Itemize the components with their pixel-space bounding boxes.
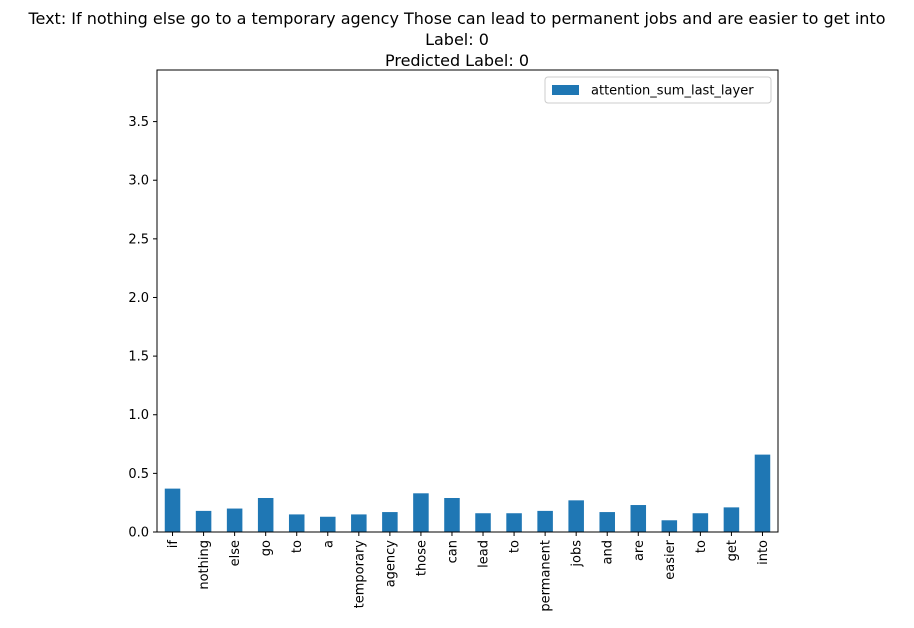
title-line: Text: If nothing else go to a temporary … — [27, 9, 885, 28]
y-tick-label: 1.0 — [128, 408, 149, 423]
x-tick-label: go — [259, 540, 274, 556]
bar-permanent — [537, 510, 553, 532]
y-tick-label: 0.5 — [128, 467, 149, 482]
bar-if — [164, 488, 181, 532]
bar-those — [413, 493, 429, 532]
x-tick-label: are — [632, 540, 647, 561]
bar-temporary — [351, 514, 367, 532]
title-line: Predicted Label: 0 — [385, 51, 529, 70]
bar-a — [320, 516, 336, 532]
bar-get — [723, 507, 740, 532]
bar-easier — [661, 520, 678, 532]
bar-into — [754, 454, 771, 532]
x-tick-label: to — [290, 540, 305, 553]
x-tick-label: if — [166, 540, 181, 549]
x-tick-label: those — [414, 540, 429, 576]
legend-box — [544, 76, 772, 104]
y-tick-label: 2.5 — [128, 232, 149, 247]
chart-title: Text: If nothing else go to a temporary … — [27, 9, 885, 70]
x-tick-label: and — [601, 540, 616, 564]
y-tick-label: 0.0 — [128, 526, 149, 541]
x-tick-label: to — [694, 540, 709, 553]
x-tick-label: nothing — [197, 540, 212, 590]
title-line: Label: 0 — [425, 30, 489, 49]
legend-label: attention_sum_last_layer — [591, 84, 754, 99]
x-tick-label: permanent — [539, 540, 554, 612]
legend: attention_sum_last_layer — [544, 76, 772, 104]
bar-else — [226, 508, 243, 532]
x-tick-label: easier — [663, 539, 678, 579]
bar-and — [599, 512, 615, 532]
x-tick-label: lead — [477, 540, 492, 568]
y-tick-label: 3.5 — [128, 115, 149, 130]
bars — [164, 454, 771, 532]
x-tick-label: get — [725, 540, 740, 561]
x-tick-label: into — [756, 540, 771, 565]
legend-swatch — [552, 85, 579, 95]
y-tick-label: 1.5 — [128, 350, 149, 365]
bar-agency — [382, 512, 398, 532]
y-tick-label: 3.0 — [128, 174, 149, 189]
bar-go — [257, 497, 274, 532]
plot-frame — [156, 69, 779, 533]
bar-can — [444, 497, 460, 532]
x-tick-label: temporary — [352, 540, 367, 609]
bar-are — [630, 505, 647, 532]
x-tick-label: jobs — [570, 540, 585, 568]
x-tick-label: agency — [383, 540, 398, 588]
bar-to — [692, 513, 709, 532]
x-tick-label: a — [321, 540, 336, 548]
bar-to — [506, 513, 522, 532]
y-axis: 0.0 0.5 1.0 1.5 2.0 2.5 3.0 3.5 — [128, 115, 157, 541]
bar-to — [288, 514, 305, 532]
x-axis: if nothing else go to a temporary agency those ca… — [166, 532, 771, 612]
x-tick-label: can — [445, 540, 460, 563]
x-tick-label: to — [508, 540, 523, 553]
bar-nothing — [195, 510, 212, 532]
bar-jobs — [568, 500, 584, 532]
x-tick-label: else — [228, 540, 243, 566]
y-tick-label: 2.0 — [128, 291, 149, 306]
bar-lead — [475, 513, 491, 532]
